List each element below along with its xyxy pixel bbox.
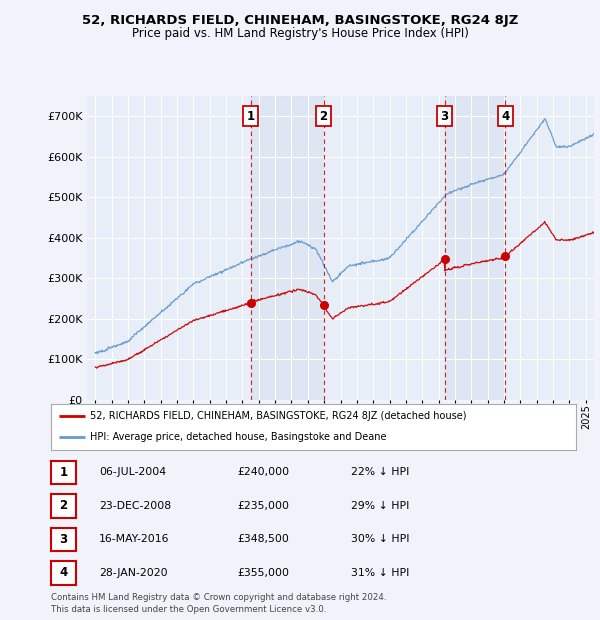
- Text: 2: 2: [59, 500, 68, 512]
- Text: 2: 2: [320, 110, 328, 123]
- Text: Price paid vs. HM Land Registry's House Price Index (HPI): Price paid vs. HM Land Registry's House …: [131, 27, 469, 40]
- Text: £240,000: £240,000: [237, 467, 289, 477]
- Text: 1: 1: [247, 110, 254, 123]
- Text: 3: 3: [59, 533, 68, 546]
- Text: £348,500: £348,500: [237, 534, 289, 544]
- Bar: [445, 96, 505, 400]
- Text: 4: 4: [59, 567, 68, 579]
- Text: 31% ↓ HPI: 31% ↓ HPI: [351, 568, 409, 578]
- Text: 30% ↓ HPI: 30% ↓ HPI: [351, 534, 409, 544]
- Text: 23-DEC-2008: 23-DEC-2008: [99, 501, 171, 511]
- Text: 52, RICHARDS FIELD, CHINEHAM, BASINGSTOKE, RG24 8JZ: 52, RICHARDS FIELD, CHINEHAM, BASINGSTOK…: [82, 14, 518, 27]
- Text: 3: 3: [440, 110, 449, 123]
- Text: 52, RICHARDS FIELD, CHINEHAM, BASINGSTOKE, RG24 8JZ (detached house): 52, RICHARDS FIELD, CHINEHAM, BASINGSTOK…: [91, 412, 467, 422]
- Text: 06-JUL-2004: 06-JUL-2004: [99, 467, 166, 477]
- Text: 1: 1: [59, 466, 68, 479]
- Text: 28-JAN-2020: 28-JAN-2020: [99, 568, 167, 578]
- Text: 29% ↓ HPI: 29% ↓ HPI: [351, 501, 409, 511]
- Text: £355,000: £355,000: [237, 568, 289, 578]
- Text: HPI: Average price, detached house, Basingstoke and Deane: HPI: Average price, detached house, Basi…: [91, 432, 387, 442]
- Bar: [251, 96, 323, 400]
- Text: £235,000: £235,000: [237, 501, 289, 511]
- Text: 22% ↓ HPI: 22% ↓ HPI: [351, 467, 409, 477]
- Text: 4: 4: [501, 110, 509, 123]
- Text: 16-MAY-2016: 16-MAY-2016: [99, 534, 170, 544]
- Text: Contains HM Land Registry data © Crown copyright and database right 2024.
This d: Contains HM Land Registry data © Crown c…: [51, 593, 386, 614]
